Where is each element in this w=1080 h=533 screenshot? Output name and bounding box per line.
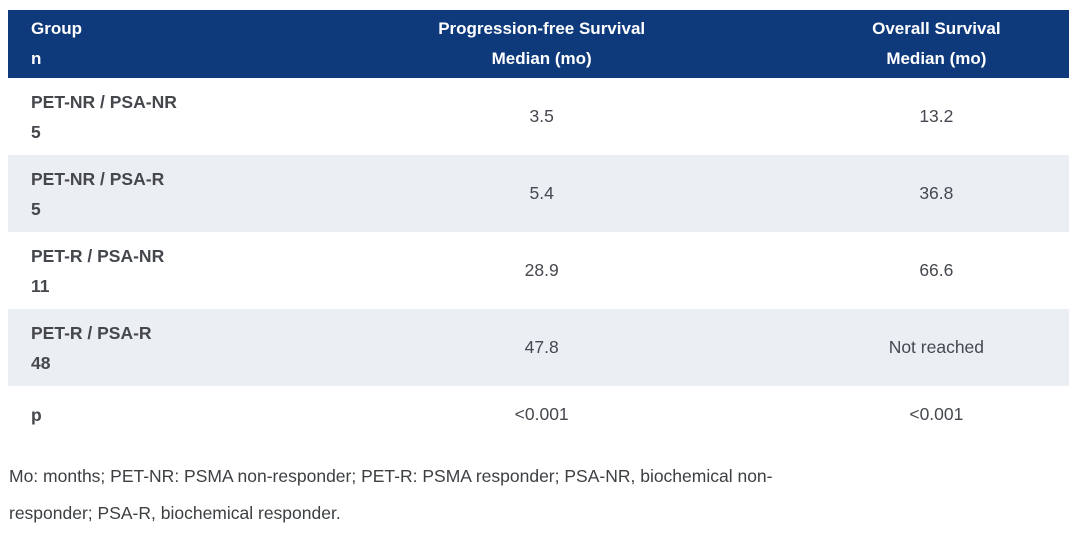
pfs-value: 28.9	[524, 260, 559, 280]
header-os: Overall Survival Median (mo)	[803, 10, 1069, 78]
header-n-label: n	[31, 49, 42, 68]
table-row: PET-NR / PSA-R 5 5.4 36.8	[8, 155, 1069, 232]
os-value: 66.6	[919, 260, 954, 280]
header-pfs: Progression-free Survival Median (mo)	[279, 10, 804, 78]
header-pfs-line1: Progression-free Survival	[438, 19, 646, 38]
table-row: PET-NR / PSA-NR 5 3.5 13.2	[8, 78, 1069, 155]
pfs-p-value: <0.001	[514, 404, 569, 424]
group-cell: PET-NR / PSA-R 5	[8, 155, 280, 232]
table-row: PET-R / PSA-NR 11 28.9 66.6	[8, 232, 1069, 309]
group-name: PET-NR / PSA-NR	[31, 91, 177, 112]
header-group-label: Group	[31, 19, 82, 38]
group-cell: PET-NR / PSA-NR 5	[8, 78, 280, 155]
table-header-row: Group n Progression-free Survival Median…	[8, 10, 1069, 78]
footnote-line: Mo: months; PET-NR: PSMA non-responder; …	[9, 466, 773, 486]
pfs-value: 5.4	[529, 183, 554, 203]
footnote-line: responder; PSA-R, biochemical responder.	[9, 503, 341, 523]
group-n: 48	[31, 352, 51, 373]
group-n: 5	[31, 198, 41, 219]
header-os-line2: Median (mo)	[886, 49, 987, 68]
pfs-value: 3.5	[529, 106, 554, 126]
group-n: 5	[31, 121, 41, 142]
group-name: PET-NR / PSA-R	[31, 168, 165, 189]
group-cell: PET-R / PSA-NR 11	[8, 232, 280, 309]
table-row: PET-R / PSA-R 48 47.8 Not reached	[8, 309, 1069, 386]
group-cell: PET-R / PSA-R 48	[8, 309, 280, 386]
os-p-value: <0.001	[909, 404, 964, 424]
footnote: Mo: months; PET-NR: PSMA non-responder; …	[9, 458, 1069, 532]
survival-table: Group n Progression-free Survival Median…	[8, 10, 1069, 443]
table-row-pvalue: p <0.001 <0.001	[8, 386, 1069, 443]
os-value: Not reached	[888, 337, 985, 357]
group-name: PET-R / PSA-NR	[31, 245, 165, 266]
os-value: 13.2	[919, 106, 954, 126]
group-name: PET-R / PSA-R	[31, 322, 152, 343]
pfs-value: 47.8	[524, 337, 559, 357]
header-group-n: Group n	[8, 10, 280, 78]
group-n: 11	[31, 275, 50, 296]
os-value: 36.8	[919, 183, 954, 203]
header-pfs-line2: Median (mo)	[491, 49, 592, 68]
p-label-cell: p	[31, 404, 42, 425]
header-os-line1: Overall Survival	[872, 19, 1001, 38]
